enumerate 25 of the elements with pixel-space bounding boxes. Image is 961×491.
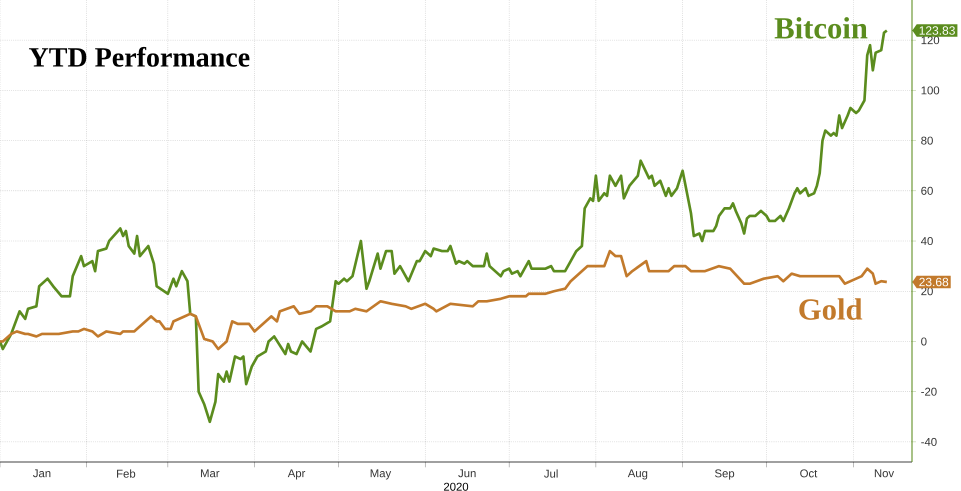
x-tick-label: Jun: [458, 469, 476, 478]
y-tick-label: 60: [921, 186, 933, 195]
x-tick-label: Oct: [800, 469, 818, 478]
legend-label: Bitcoin: [774, 17, 868, 39]
x-tick-label: Mar: [200, 469, 220, 478]
series-label: Gold: [799, 298, 862, 320]
x-tick-label: Sep: [715, 469, 734, 480]
y-tick-label: 0: [921, 337, 927, 346]
text: 123.83: [920, 26, 955, 35]
x-tick-label: Apr: [288, 469, 306, 480]
y-tick-label: -20: [921, 388, 937, 396]
x-tick-label: Aug: [628, 469, 648, 480]
y-tick-label: -40: [921, 438, 937, 446]
y-tick-label: 120: [922, 36, 940, 44]
y-tick-label: 40: [920, 237, 933, 246]
y-tick-label: 80: [921, 136, 933, 145]
y-tick-label: 100: [922, 86, 940, 94]
x-axis-title: 2020: [444, 482, 468, 491]
x-tick-label: May: [370, 469, 392, 480]
text: YTD Performance: [29, 46, 250, 67]
x-tick-label: Jul: [544, 469, 558, 478]
x-tick-label: Jan: [33, 469, 50, 478]
text: 23.68: [919, 278, 948, 286]
x-tick-label: Feb: [117, 469, 136, 478]
x-tick-label: Nov: [874, 469, 894, 478]
